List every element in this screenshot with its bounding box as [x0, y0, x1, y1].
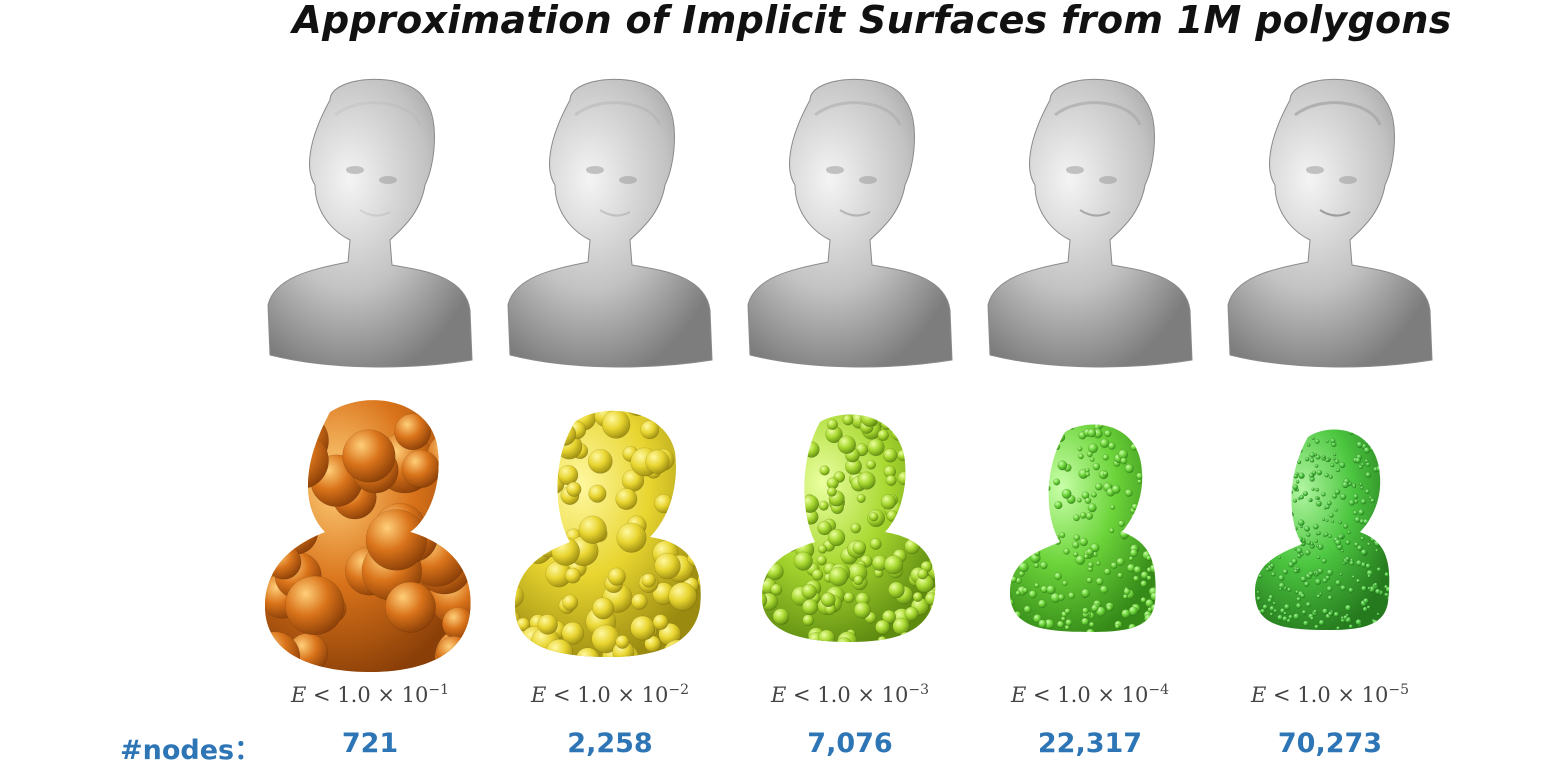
- column-5: E < 1.0 × 10−5 70,273: [1210, 70, 1450, 772]
- node-count: 22,317: [1037, 728, 1143, 759]
- error-threshold-label: E < 1.0 × 10−1: [291, 682, 449, 707]
- error-threshold-label: E < 1.0 × 10−5: [1251, 682, 1409, 707]
- surface-render: [987, 78, 1193, 368]
- surface-render: [747, 78, 953, 368]
- node-count: 2,258: [567, 728, 653, 759]
- sphere-approximation-render: [762, 414, 936, 642]
- error-threshold-label: E < 1.0 × 10−2: [531, 682, 689, 707]
- nodes-label: #nodes：: [120, 735, 262, 766]
- node-count: 7,076: [807, 728, 893, 759]
- column-4: E < 1.0 × 10−4 22,317: [970, 70, 1210, 772]
- column-2: E < 1.0 × 10−2 2,258: [490, 70, 730, 772]
- sphere-approximation-render: [1255, 429, 1390, 630]
- column-3: E < 1.0 × 10−3 7,076: [730, 70, 970, 772]
- sphere-approximation-render: [1010, 424, 1156, 632]
- surface-render: [1227, 78, 1433, 368]
- error-threshold-label: E < 1.0 × 10−3: [771, 682, 929, 707]
- surface-render: [267, 78, 473, 368]
- node-count: 721: [341, 728, 399, 759]
- sphere-approximation-render: [515, 410, 701, 657]
- error-threshold-label: E < 1.0 × 10−4: [1011, 682, 1169, 707]
- figure-title: Approximation of Implicit Surfaces from …: [292, 0, 1452, 42]
- column-1: E < 1.0 × 10−1 721: [250, 70, 490, 772]
- surface-render: [507, 78, 713, 368]
- sphere-approximation-render: [265, 400, 471, 672]
- node-count: 70,273: [1277, 728, 1383, 759]
